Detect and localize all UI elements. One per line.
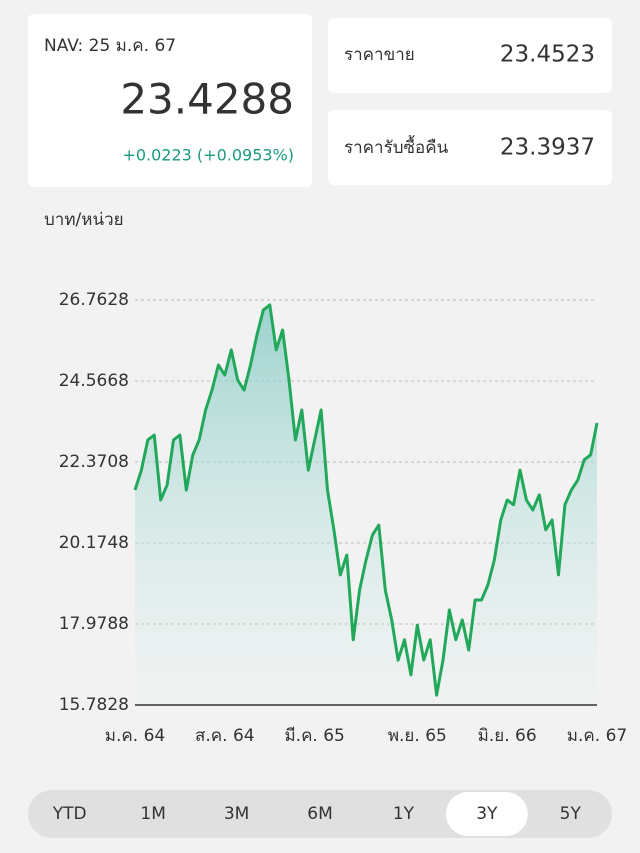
x-tick-label: ม.ค. 64: [105, 726, 165, 746]
nav-change: +0.0223 (+0.0953%): [122, 146, 294, 165]
x-tick-label: มี.ค. 65: [284, 726, 344, 746]
price-value: 23.4523: [500, 42, 595, 68]
nav-value: 23.4288: [120, 75, 294, 124]
range-buttons: YTD 1M 3M 6M 1Y 3Y 5Y: [52, 792, 582, 836]
y-axis-label: บาท/หน่วย: [44, 210, 124, 230]
price-card: [328, 110, 612, 185]
range-button[interactable]: 6M: [307, 804, 332, 824]
range-button[interactable]: 3M: [224, 804, 249, 824]
y-tick-label: 17.9788: [59, 614, 129, 634]
range-button[interactable]: 1Y: [393, 804, 415, 824]
x-tick-label: พ.ย. 65: [388, 726, 447, 746]
y-tick-label: 22.3708: [59, 452, 129, 472]
range-button[interactable]: 3Y: [476, 804, 498, 824]
y-tick-label: 15.7828: [59, 695, 129, 715]
price-value: 23.3937: [500, 135, 595, 161]
range-button[interactable]: 1M: [140, 804, 165, 824]
price-card: [328, 18, 612, 93]
nav-card: [28, 14, 312, 187]
line: [133, 303, 599, 697]
price-label: ราคาขาย: [344, 45, 415, 65]
x-tick-label: มิ.ย. 66: [478, 726, 537, 746]
x-tick-label: ส.ค. 64: [195, 726, 255, 746]
area: [135, 304, 597, 705]
range-button[interactable]: YTD: [52, 804, 87, 824]
range-button[interactable]: 5Y: [560, 804, 582, 824]
y-tick-label: 20.1748: [59, 533, 129, 553]
y-tick-label: 26.7628: [59, 290, 129, 310]
price-label: ราคารับซื้อคืน: [344, 135, 449, 158]
nav-label: NAV: 25 ม.ค. 67: [44, 36, 176, 56]
x-tick-label: ม.ค. 67: [567, 726, 627, 746]
y-tick-label: 24.5668: [59, 371, 129, 391]
plot: 15.7828 17.9788 20.1748 22.3708 24.5668 26.76…: [59, 290, 628, 746]
range-selected: [445, 792, 528, 836]
